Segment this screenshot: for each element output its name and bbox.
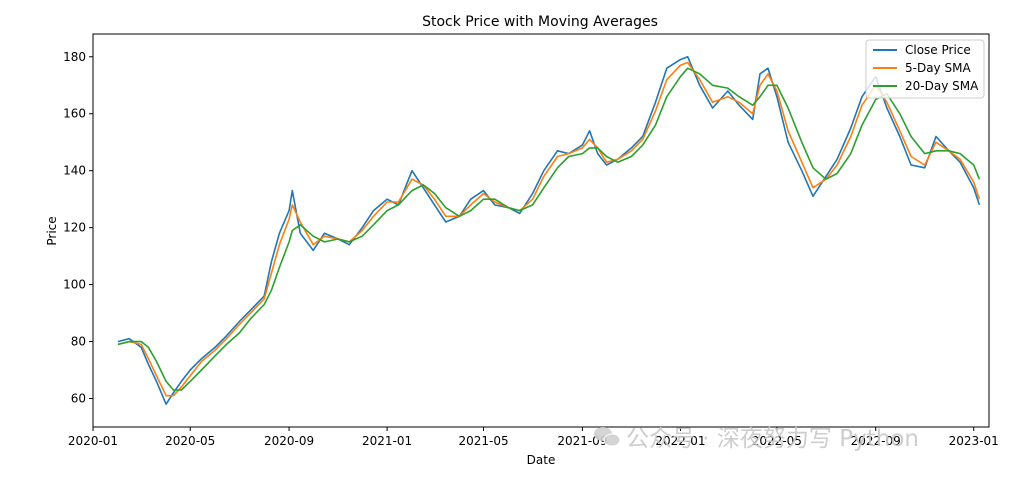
x-tick-label: 2022-01 [655, 434, 705, 448]
plot-lines [117, 56, 981, 405]
y-axis-label: Price [45, 216, 59, 245]
x-tick-label: 2020-01 [68, 434, 118, 448]
y-tick-label: 140 [63, 164, 86, 178]
x-tick-label: 2021-09 [557, 434, 607, 448]
y-tick-label: 120 [63, 221, 86, 235]
watermark-text: 公众号 · 深夜努力写 Python [626, 426, 919, 452]
legend: Close Price 5-Day SMA 20-Day SMA [865, 39, 985, 99]
series-line-1 [117, 56, 981, 405]
wechat-icon [594, 427, 621, 447]
legend-items: Close Price 5-Day SMA 20-Day SMA [873, 43, 979, 93]
x-tick-label: 2022-05 [752, 434, 802, 448]
watermark: 公众号 · 深夜努力写 Python [594, 426, 919, 452]
y-tick-label: 160 [63, 107, 86, 121]
y-tick-label: 100 [63, 278, 86, 292]
plot-frame [92, 33, 990, 428]
legend-label: 5-Day SMA [905, 61, 971, 75]
x-tick-label: 2022-09 [851, 434, 901, 448]
series-line-2 [117, 61, 981, 397]
legend-label: 20-Day SMA [905, 79, 979, 93]
x-tick-label: 2020-05 [165, 434, 215, 448]
x-tick-label: 2021-01 [362, 434, 412, 448]
x-tick-label: 2023-01 [949, 434, 999, 448]
x-axis-label: Date [527, 453, 556, 467]
y-tick-label: 180 [63, 50, 86, 64]
series-line-3 [117, 67, 981, 391]
legend-box [865, 39, 985, 99]
y-tick-label: 80 [71, 335, 86, 349]
legend-label: Close Price [905, 43, 971, 57]
y-tick-label: 60 [71, 392, 86, 406]
y-axis: 60 80 100 120 140 160 180 [63, 50, 93, 406]
x-tick-label: 2021-05 [458, 434, 508, 448]
x-axis: 2020-01 2020-05 2020-09 2021-01 2021-05 2021-… [68, 427, 999, 448]
chart-title: Stock Price with Moving Averages [422, 14, 658, 30]
x-tick-label: 2020-09 [264, 434, 314, 448]
